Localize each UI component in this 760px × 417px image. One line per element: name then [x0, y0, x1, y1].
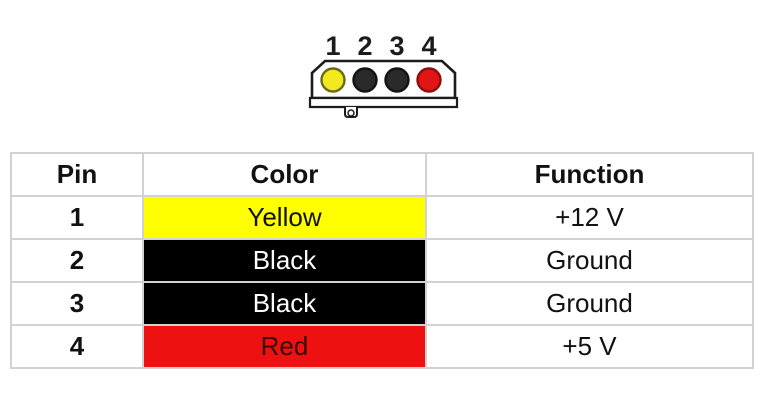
pin-4-contact: [416, 67, 442, 93]
pin-3-number-label: 3: [389, 31, 404, 61]
pin-1-number-label: 1: [325, 31, 340, 61]
table-row: 4 Red +5 V: [10, 324, 754, 369]
pin-3-cell: 3: [10, 281, 144, 326]
connector-bottom-lip: [308, 96, 459, 109]
table-row: 3 Black Ground: [10, 281, 754, 326]
pin-2-cell: 2: [10, 238, 144, 283]
pin-4-function-cell: +5 V: [425, 324, 754, 369]
molex-connector-diagram: 1 2 3 4: [308, 31, 459, 118]
pin-4-number-label: 4: [421, 31, 436, 61]
column-header-color: Color: [142, 152, 427, 197]
pin-1-function-cell: +12 V: [425, 195, 754, 240]
column-header-pin: Pin: [10, 152, 144, 197]
pin-4-color-cell: Red: [142, 324, 427, 369]
pin-2-number-label: 2: [357, 31, 372, 61]
pin-1-contact: [320, 67, 346, 93]
latch-tab-hole: [347, 109, 355, 117]
pin-3-contact: [384, 67, 410, 93]
pin-3-color-cell: Black: [142, 281, 427, 326]
pin-2-function-cell: Ground: [425, 238, 754, 283]
pin-4-cell: 4: [10, 324, 144, 369]
pin-3-function-cell: Ground: [425, 281, 754, 326]
pin-1-color-cell: Yellow: [142, 195, 427, 240]
column-header-function: Function: [425, 152, 754, 197]
pin-1-cell: 1: [10, 195, 144, 240]
table-row: 2 Black Ground: [10, 238, 754, 283]
table-row: 1 Yellow +12 V: [10, 195, 754, 240]
pin-2-contact: [352, 67, 378, 93]
pinout-table: Pin Color Function 1 Yellow +12 V 2 Blac…: [10, 152, 754, 369]
pin-2-color-cell: Black: [142, 238, 427, 283]
table-header-row: Pin Color Function: [10, 152, 754, 197]
